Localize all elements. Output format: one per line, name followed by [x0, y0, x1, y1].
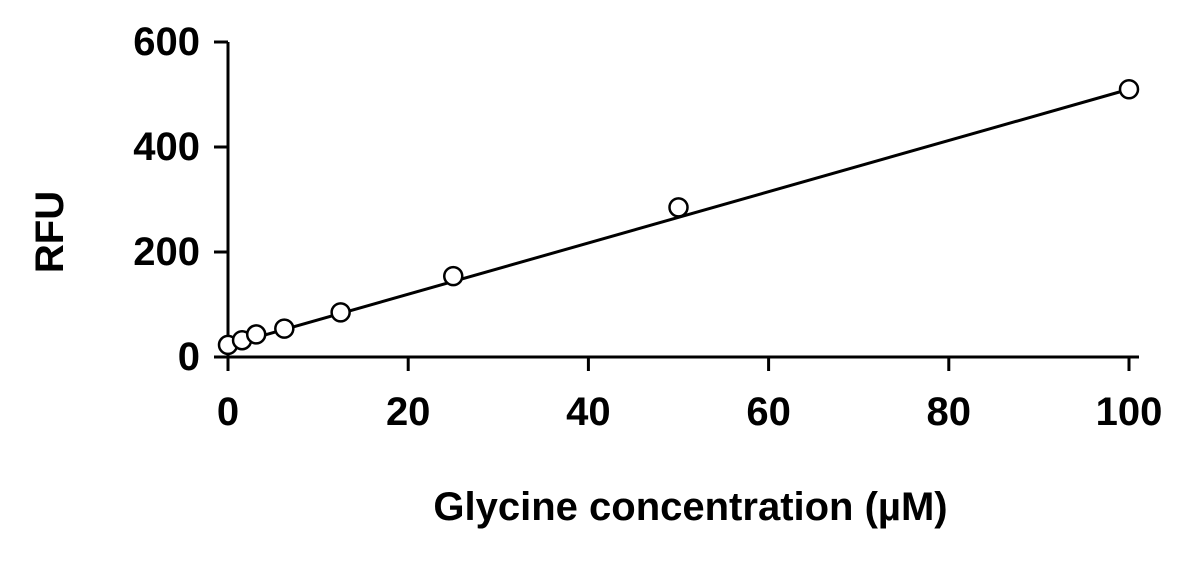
y-tick-label: 600 — [133, 20, 200, 64]
y-tick-label: 400 — [133, 125, 200, 169]
x-axis-title: Glycine concentration (µM) — [433, 485, 947, 529]
x-tick-label: 20 — [386, 390, 431, 434]
x-tick-label: 100 — [1096, 390, 1163, 434]
y-tick-label: 200 — [133, 230, 200, 274]
x-tick-label: 40 — [566, 390, 611, 434]
data-point — [330, 302, 351, 323]
y-axis-ticks: 0 200 400 600 — [133, 20, 228, 379]
y-tick-label: 0 — [178, 335, 200, 379]
data-point — [274, 318, 295, 339]
data-point — [1118, 79, 1140, 100]
y-axis-title: RFU — [28, 191, 72, 273]
x-tick-label: 80 — [927, 390, 972, 434]
plot-area: 0 200 400 600 0 20 40 60 80 100 — [133, 20, 1162, 434]
x-tick-label: 60 — [746, 390, 791, 434]
x-tick-label: 0 — [217, 390, 239, 434]
data-points — [217, 79, 1140, 356]
data-point — [245, 324, 267, 345]
x-axis-ticks: 0 20 40 60 80 100 — [217, 357, 1163, 434]
data-point — [443, 265, 464, 287]
data-point — [668, 197, 689, 218]
